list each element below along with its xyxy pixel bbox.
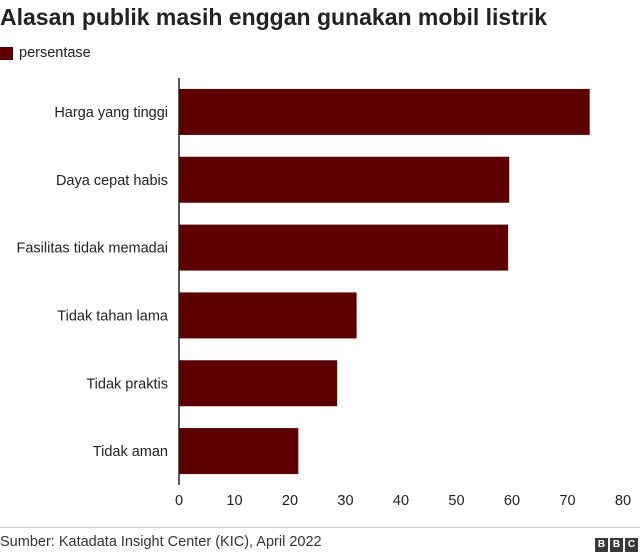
category-label: Daya cepat habis: [56, 173, 168, 189]
bar: [179, 156, 510, 203]
x-tick-label: 40: [393, 493, 409, 509]
x-tick-label: 70: [559, 493, 575, 509]
bar: [179, 88, 590, 135]
x-tick-label: 30: [337, 493, 353, 509]
category-label: Fasilitas tidak memadai: [17, 241, 169, 257]
category-label: Tidak aman: [93, 444, 168, 460]
bar: [179, 224, 509, 271]
legend-label: persentase: [19, 45, 91, 61]
logo-letter: C: [625, 538, 638, 552]
chart-title: Alasan publik masih enggan gunakan mobil…: [0, 4, 548, 30]
footer-divider: [0, 527, 640, 528]
bbc-logo: B B C: [595, 538, 638, 552]
x-tick-label: 60: [504, 493, 520, 509]
x-tick-label: 20: [282, 493, 298, 509]
x-tick-label: 10: [226, 493, 242, 509]
legend-swatch: [0, 46, 13, 60]
bar: [179, 360, 338, 407]
logo-letter: B: [610, 538, 623, 552]
x-tick-label: 0: [175, 493, 183, 509]
source-note: Sumber: Katadata Insight Center (KIC), A…: [0, 534, 322, 550]
bar: [179, 428, 299, 475]
category-label: Tidak praktis: [86, 376, 168, 392]
legend: persentase: [0, 45, 91, 61]
bar: [179, 292, 357, 339]
x-tick-label: 50: [448, 493, 464, 509]
bar-chart: Harga yang tinggi Daya cepat habis Fasilit…: [17, 78, 631, 509]
category-label: Harga yang tinggi: [54, 105, 168, 121]
logo-letter: B: [595, 538, 608, 552]
x-tick-label: 80: [615, 493, 631, 509]
category-label: Tidak tahan lama: [57, 308, 169, 324]
